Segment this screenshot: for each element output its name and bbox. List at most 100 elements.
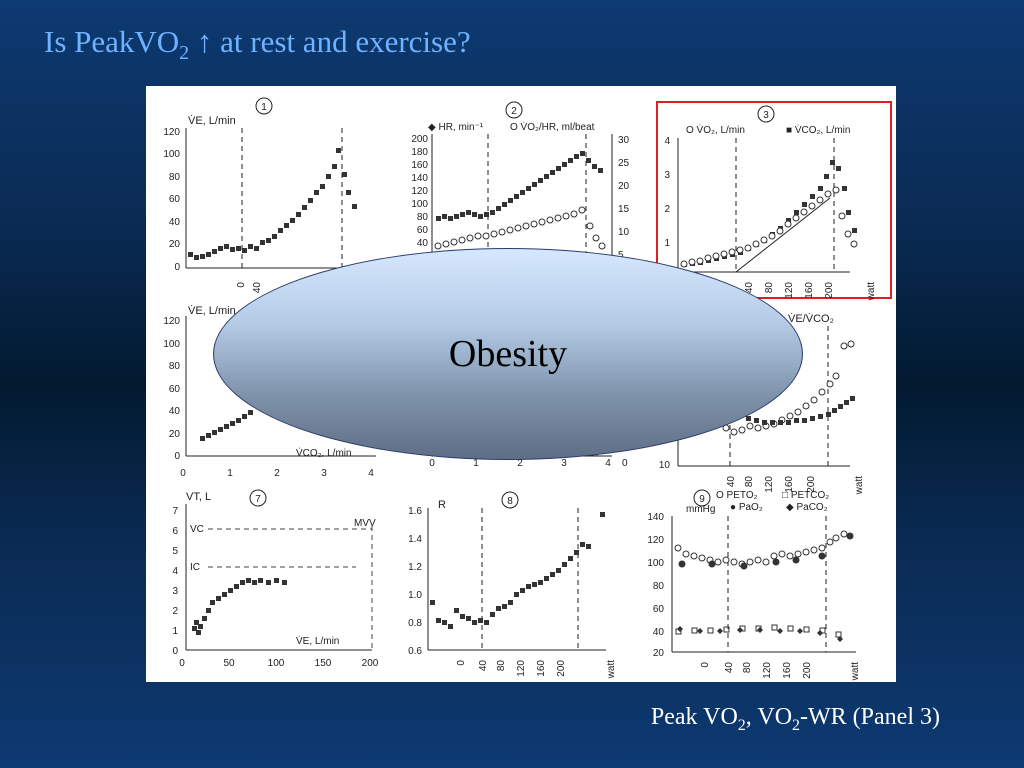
panel-1-xtick: 0 [236, 282, 247, 288]
panel-4-ytick: 0 [174, 451, 180, 462]
caption-subscript-a: 2 [737, 716, 746, 734]
panel-4-ylabel: V̇E, L/min [188, 304, 236, 317]
panel-8-xtick: 40 [478, 660, 489, 672]
panel-2-ytick-right: 30 [618, 135, 630, 146]
caption-subscript-b: 2 [792, 716, 801, 734]
panel-4-xlabel: V̇CO₂, L/min [296, 446, 352, 459]
panel-8-ytick: 0.8 [408, 618, 422, 629]
title-text: Is PeakVO [44, 24, 180, 59]
panel-9-number: 9 [699, 494, 705, 505]
panel-2-ytick: 100 [411, 199, 428, 210]
obesity-label: Obesity [448, 333, 568, 375]
panel-7-mvv-label: MVV [354, 518, 376, 529]
panel-8-xunit: watt [606, 660, 617, 680]
panel-9-legend-pao2: ● PaO₂ [730, 502, 763, 513]
panel-7-xtick: 150 [315, 658, 332, 669]
panel-8: 8 R 1.6 1.4 1.2 1.0 0.8 0.6 0 40 80 120 … [408, 491, 617, 680]
panel-4-ytick: 80 [169, 361, 181, 372]
panel-9-xtick: 80 [742, 662, 753, 674]
panel-3-xunit: watt [866, 282, 877, 302]
title-subscript: 2 [179, 42, 190, 65]
panel-8-xtick: 0 [456, 660, 467, 666]
panel-6-ytick: 10 [659, 460, 671, 471]
title-text-end: at rest and exercise? [212, 24, 471, 59]
panel-6-xunit: watt [854, 476, 865, 496]
panel-3-ytick: 4 [664, 136, 670, 147]
panel-3-highlight-frame [656, 101, 892, 299]
up-arrow-icon: ↑ [196, 24, 213, 59]
panel-6-xtick: 160 [784, 476, 795, 493]
panel-5-xtick: 4 [605, 458, 611, 469]
panel-1-ytick: 0 [174, 262, 180, 273]
panel-6: V̇E/V̇CO₂ 10 40 80 120 160 200 watt [659, 312, 865, 495]
panel-7-ytick: 0 [172, 646, 178, 657]
panel-7-vc-label: VC [190, 524, 204, 535]
panel-5-xtick: 2 [517, 458, 523, 469]
panel-1-ytick: 80 [169, 172, 181, 183]
panel-4-xtick: 4 [368, 468, 374, 479]
panel-1-xtick: 40 [252, 282, 263, 294]
panel-7-xtick: 100 [268, 658, 285, 669]
panel-7-xtick: 200 [362, 658, 379, 669]
panel-2-ytick-right: 10 [618, 227, 630, 238]
panel-7-number: 7 [255, 494, 261, 505]
panel-7-ytick: 5 [172, 546, 178, 557]
panel-7-ylabel: VT, L [186, 491, 211, 503]
panel-2-ytick: 200 [411, 134, 428, 145]
panel-2-legend-hr: ◆ HR, min⁻¹ [428, 122, 484, 133]
panel-9-legend-peto2: O PETO₂ [716, 490, 758, 501]
panel-4-xtick: 1 [227, 468, 233, 479]
panel-2-ytick: 120 [411, 186, 428, 197]
panel-2: 2 ◆ HR, min⁻¹ O V̇O₂/HR, ml/beat 200 180… [411, 101, 630, 261]
panel-1-ylabel: V̇E, L/min [188, 114, 236, 127]
panel-2-ytick: 160 [411, 160, 428, 171]
panel-8-ylabel: R [438, 499, 446, 511]
panel-6-xtick: 120 [764, 476, 775, 493]
panel-9-xunit: watt [850, 662, 861, 682]
panel-3-ytick: 2 [664, 204, 670, 215]
caption-text-b: , VO [745, 704, 793, 730]
panel-7-ic-label: IC [190, 562, 200, 573]
panel-1-ytick: 120 [163, 127, 180, 138]
panel-7: 7 VT, L 7 6 5 4 3 2 1 0 VC IC MVV V̇E, L… [172, 489, 379, 669]
panel-5-ytick-right: 0 [622, 458, 628, 469]
panel-8-ytick: 1.0 [408, 590, 422, 601]
panel-2-ytick: 180 [411, 147, 428, 158]
panel-6-xtick: 200 [806, 476, 817, 493]
panel-7-xtick: 0 [179, 658, 185, 669]
panel-2-ytick: 80 [417, 212, 429, 223]
panel-3-xtick: 120 [784, 282, 795, 299]
panel-7-ytick: 1 [172, 626, 178, 637]
panel-9-ytick: 120 [647, 535, 664, 546]
caption-text-c: -WR (Panel 3) [800, 704, 940, 730]
panel-5-xtick: 0 [429, 458, 435, 469]
panel-1-number: 1 [261, 102, 267, 113]
panel-9-xtick: 0 [700, 662, 711, 668]
panel-1-ytick: 60 [169, 194, 181, 205]
panel-9-ytick: 100 [647, 558, 664, 569]
panel-9-xtick: 120 [762, 662, 773, 679]
panel-9-xtick: 200 [802, 662, 813, 679]
panel-4-xtick: 0 [180, 468, 186, 479]
panel-1-ytick: 40 [169, 217, 181, 228]
panel-8-number: 8 [507, 496, 513, 507]
panel-3-xtick: 40 [744, 282, 755, 294]
panel-3-ytick: 3 [664, 170, 670, 181]
panel-9: 9 O PETO₂ □ PETCO₂ mmHg ● PaO₂ ◆ PaCO₂ 1… [647, 489, 861, 682]
caption-text-a: Peak VO [650, 704, 738, 730]
panel-8-xtick: 160 [536, 660, 547, 677]
panel-4-ytick: 40 [169, 406, 181, 417]
panel-2-ytick-right: 15 [618, 204, 630, 215]
panel-4-xtick: 2 [274, 468, 280, 479]
panel-8-xtick: 200 [556, 660, 567, 677]
panel-2-ytick: 60 [417, 225, 429, 236]
panel-2-ytick-right: 20 [618, 181, 630, 192]
panel-9-legend-petco2: □ PETCO₂ [782, 490, 829, 501]
panel-8-xtick: 80 [496, 660, 507, 672]
panel-8-ytick: 1.6 [408, 506, 422, 517]
panel-3-xtick: 80 [764, 282, 775, 294]
caption: Peak VO2, VO2-WR (Panel 3) [651, 704, 940, 735]
panel-7-ytick: 6 [172, 526, 178, 537]
panel-7-ytick: 2 [172, 606, 178, 617]
panel-7-ytick: 4 [172, 566, 178, 577]
